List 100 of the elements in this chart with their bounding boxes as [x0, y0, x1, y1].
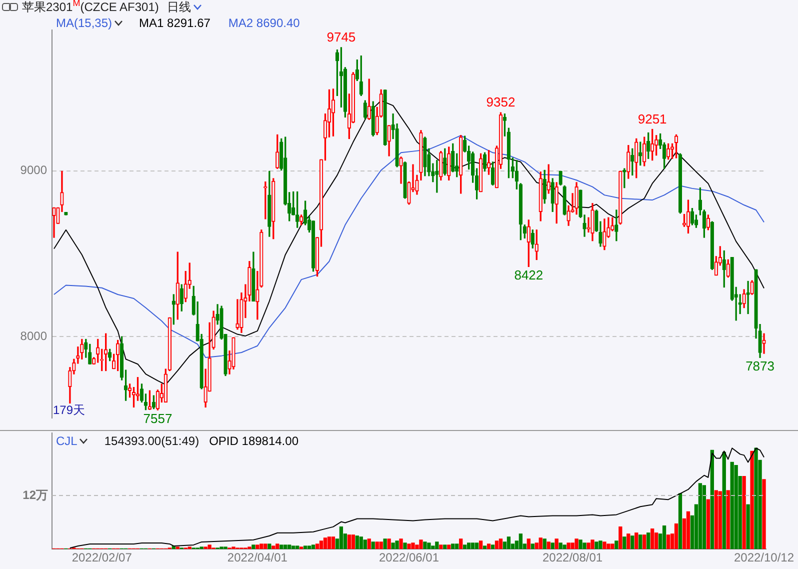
bar [260, 544, 264, 549]
bar [730, 462, 734, 549]
bar [618, 526, 622, 549]
bar [439, 544, 443, 549]
bar [391, 542, 395, 549]
bar [490, 544, 495, 549]
bar [654, 532, 658, 549]
bar [208, 544, 212, 549]
bar [331, 536, 336, 549]
candlestick [104, 333, 108, 372]
bar [562, 544, 566, 549]
bar [252, 544, 256, 549]
candlestick [459, 135, 463, 194]
candlestick [268, 170, 272, 237]
bar [550, 542, 554, 549]
candlestick [638, 142, 642, 166]
bar [359, 536, 363, 549]
bar [403, 542, 407, 549]
candlestick [331, 88, 336, 136]
candlestick [614, 210, 618, 242]
ref-line-label: 12万 [22, 488, 48, 502]
bar [327, 536, 332, 549]
x-tick-label: 2022/06/01 [378, 550, 440, 565]
bar [614, 540, 618, 549]
candlestick [176, 252, 180, 320]
legend-title: MA(15,35) [56, 16, 114, 30]
bar [566, 542, 570, 549]
bar [463, 544, 467, 549]
annotation: 9745 [326, 29, 356, 44]
candlestick [363, 100, 367, 120]
bar [630, 536, 634, 549]
candlestick [634, 138, 638, 178]
bar [606, 544, 610, 549]
bar [427, 542, 431, 549]
bar [347, 534, 351, 549]
bar [506, 536, 511, 549]
annotation: 9251 [638, 111, 667, 126]
text: MA1 8291.67 [139, 16, 210, 30]
bar [435, 542, 439, 549]
candlestick [730, 257, 734, 301]
bar [718, 491, 722, 549]
annotation: 7557 [143, 411, 172, 426]
bar [578, 540, 582, 549]
bar [399, 538, 403, 549]
bar [470, 542, 475, 549]
bar [411, 542, 415, 549]
candlestick [148, 390, 152, 410]
bar [622, 536, 626, 549]
bar [594, 542, 598, 549]
bar [291, 546, 296, 549]
bar [494, 540, 499, 549]
candlestick [618, 170, 622, 225]
candlestick [184, 270, 188, 302]
y-tick-label: 8000 [20, 328, 48, 343]
bar [558, 542, 562, 549]
candlestick [746, 280, 750, 314]
bar [474, 542, 479, 549]
bar [698, 483, 702, 549]
bar [530, 544, 534, 549]
bar [423, 542, 427, 549]
bar [582, 542, 586, 549]
bar [478, 540, 483, 549]
bar [323, 538, 328, 549]
candlestick [682, 214, 686, 227]
bar [518, 534, 523, 549]
bar [379, 542, 383, 549]
candlestick [64, 212, 68, 216]
bar [686, 511, 690, 549]
candlestick [710, 221, 714, 270]
candlestick [455, 153, 459, 178]
bar [407, 544, 411, 549]
x-tick-label: 2022/02/07 [72, 550, 132, 565]
candlestick [399, 156, 403, 184]
candlestick [355, 60, 359, 82]
bar [646, 532, 650, 549]
legend-title: CJL [56, 434, 78, 448]
candlestick [726, 259, 730, 278]
bar [395, 540, 399, 549]
bar [546, 542, 550, 549]
candlestick [383, 90, 387, 146]
bar [268, 544, 272, 549]
text: 154393.00(51:49) [104, 434, 200, 448]
bar [264, 544, 268, 549]
bar [750, 450, 754, 549]
candlestick [311, 220, 316, 272]
bar [419, 540, 423, 549]
bar [598, 540, 602, 549]
bar [383, 538, 387, 549]
bar [339, 526, 344, 549]
candlestick [542, 170, 546, 204]
candlestick [371, 101, 375, 136]
candlestick [490, 162, 495, 186]
chart-subtitle: 日线 [166, 0, 191, 16]
candlestick [272, 178, 276, 240]
x-tick-label: 2022/04/01 [227, 550, 288, 565]
bar [467, 542, 471, 549]
bar [443, 544, 447, 549]
bar [482, 546, 487, 549]
bar [602, 542, 606, 549]
bar [387, 538, 391, 549]
